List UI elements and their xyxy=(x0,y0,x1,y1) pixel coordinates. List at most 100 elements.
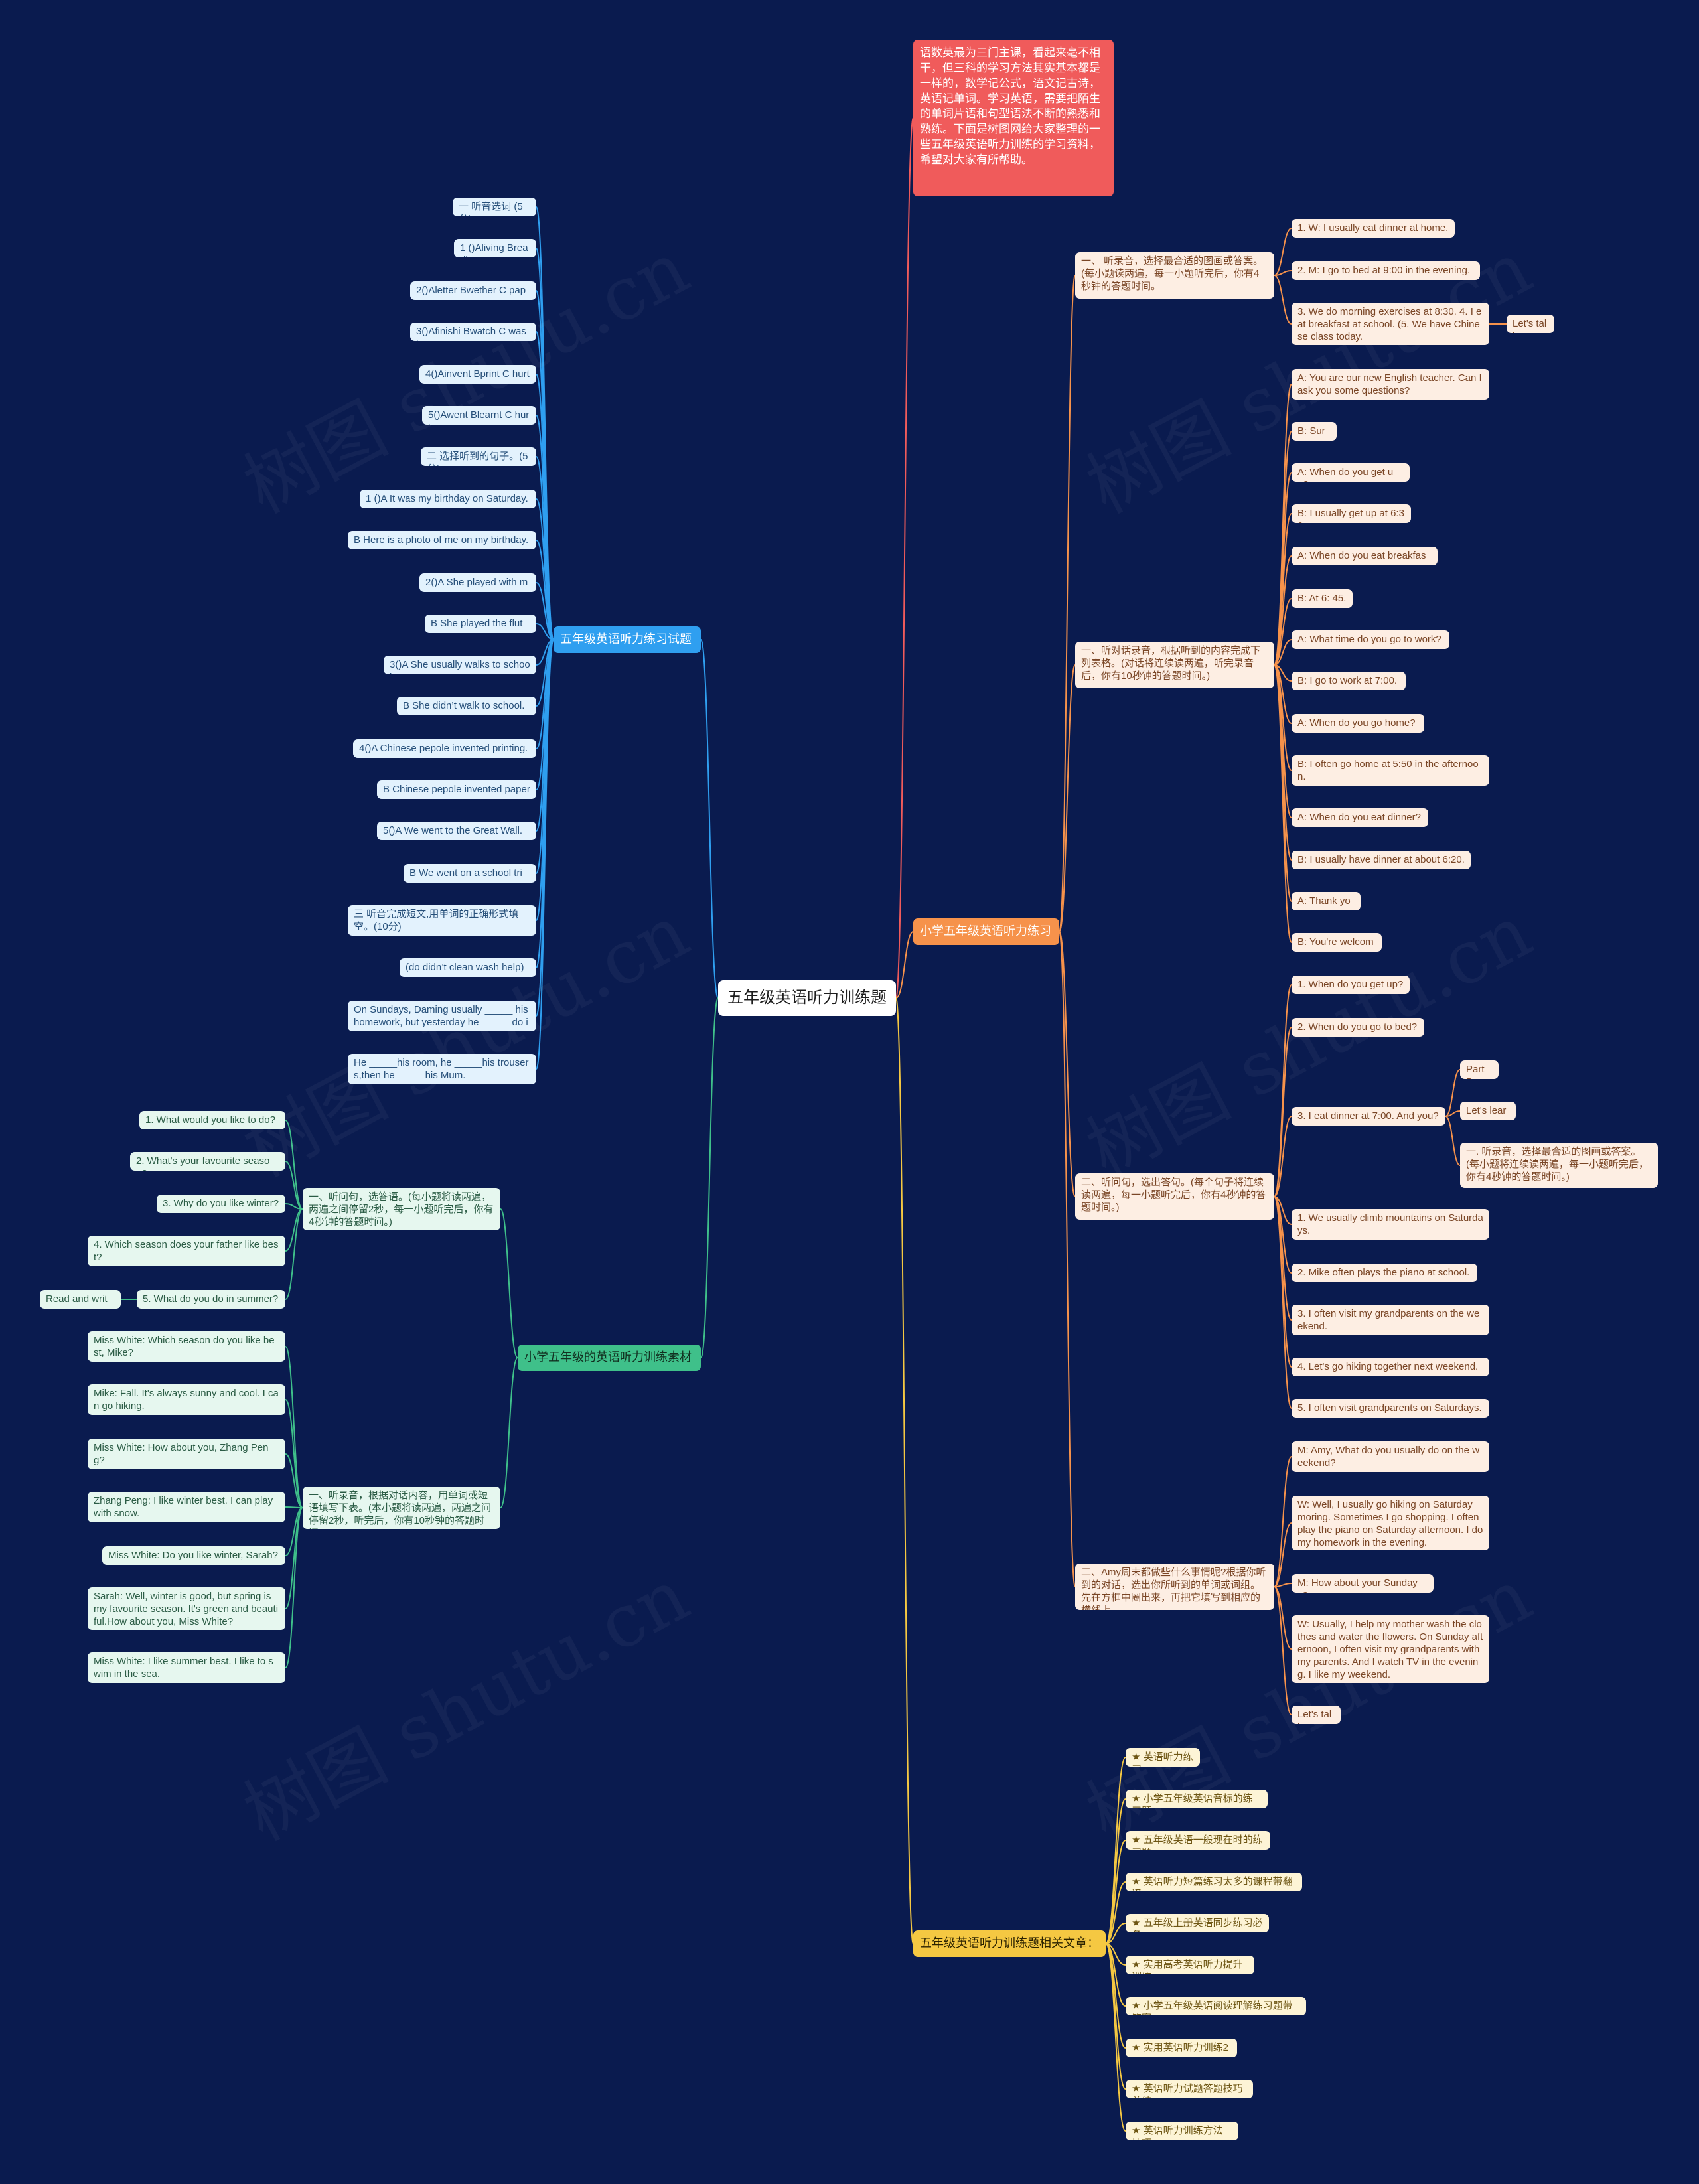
branch-related-articles[interactable]: 五年级英语听力训练题相关文章： xyxy=(913,1930,1106,1957)
exercise-question-item[interactable]: B Here is a photo of me on my birthday. xyxy=(348,531,536,549)
connector xyxy=(1445,1069,1461,1117)
practice-g4-item[interactable]: M: Amy, What do you usually do on the we… xyxy=(1292,1441,1489,1472)
practice-g2-item[interactable]: A: When do you go home? xyxy=(1292,714,1424,733)
practice-g2-item[interactable]: B: Sure. xyxy=(1292,422,1337,441)
practice-g1-item[interactable]: 2. M: I go to bed at 9:00 in the evening… xyxy=(1292,261,1480,280)
practice-g2-item[interactable]: A: When do you eat dinner? xyxy=(1292,808,1428,827)
practice-g3-item[interactable]: 1. We usually climb mountains on Saturda… xyxy=(1292,1209,1489,1240)
materials-g2-item[interactable]: Mike: Fall. It's always sunny and cool. … xyxy=(88,1384,285,1415)
materials-g1-item[interactable]: 3. Why do you like winter? xyxy=(157,1195,285,1213)
connector xyxy=(1274,275,1292,325)
exercise-question-item[interactable]: 1 ()Aliving Breading C paper xyxy=(454,239,536,257)
practice-g1-subitem[interactable]: Let's talk xyxy=(1507,315,1554,333)
materials-g1-item[interactable]: 4. Which season does your father like be… xyxy=(88,1236,285,1266)
exercise-question-item[interactable]: 4()Ainvent Bprint C hurt xyxy=(419,365,536,384)
related-article-link[interactable]: ★ 五年级英语一般现在时的练习题 xyxy=(1126,1831,1270,1850)
related-article-link[interactable]: ★ 实用高考英语听力提升训练 xyxy=(1126,1955,1254,1974)
related-article-link[interactable]: ★ 英语听力短篇练习太多的课程带翻译 xyxy=(1126,1872,1302,1891)
practice-g3-subitem[interactable]: Part B xyxy=(1460,1060,1499,1079)
exercise-question-item[interactable]: B She didn’t walk to school. xyxy=(397,697,536,715)
practice-group-1[interactable]: 一、 听录音，选择最合适的图画或答案。(每小题读两遍，每一小题听完后，你有4秒钟… xyxy=(1075,252,1274,299)
related-article-link[interactable]: ★ 小学五年级英语音标的练习题 xyxy=(1126,1789,1268,1808)
related-article-link[interactable]: ★ 五年级上册英语同步练习必备 xyxy=(1126,1914,1269,1932)
exercise-question-item[interactable]: 2()A She played with me xyxy=(419,573,536,592)
exercise-question-item[interactable]: On Sundays, Daming usually _____ his hom… xyxy=(348,1001,536,1031)
materials-group-2[interactable]: 一、听录音，根据对话内容，用单词或短语填写下表。(本小题将读两遍，两遍之间停留2… xyxy=(303,1487,500,1529)
practice-g2-item[interactable]: A: You are our new English teacher. Can … xyxy=(1292,369,1489,400)
intro-note[interactable]: 语数英最为三门主课，看起来毫不相干，但三科的学习方法其实基本都是一样的，数学记公… xyxy=(913,40,1114,196)
practice-g3-item[interactable]: 3. I eat dinner at 7:00. And you? xyxy=(1292,1107,1445,1126)
practice-g4-item[interactable]: Let's talk xyxy=(1292,1706,1341,1724)
materials-g1-item[interactable]: 1. What would you like to do? xyxy=(139,1111,285,1129)
practice-g2-item[interactable]: A: What time do you go to work? xyxy=(1292,630,1449,649)
practice-group-4[interactable]: 二、Amy周末都做些什么事情呢?根据你听到的对话，选出你所听到的单词或词组。先在… xyxy=(1075,1564,1274,1610)
practice-g3-item[interactable]: 1. When do you get up? xyxy=(1292,976,1410,994)
practice-g2-item[interactable]: B: I usually get up at 6:30. xyxy=(1292,504,1411,523)
materials-g2-item[interactable]: Sarah: Well, winter is good, but spring … xyxy=(88,1587,285,1630)
practice-g1-item[interactable]: 3. We do morning exercises at 8:30. 4. I… xyxy=(1292,303,1489,345)
connector xyxy=(285,1507,303,1668)
connector xyxy=(536,639,554,1070)
materials-group-1[interactable]: 一、听问句，选答语。(每小题将读两遍，两遍之间停留2秒，每一小题听完后，你有4秒… xyxy=(303,1188,500,1230)
practice-g2-item[interactable]: A: When do you eat breakfast? xyxy=(1292,547,1438,565)
materials-g1-subitem[interactable]: Read and write. xyxy=(40,1290,121,1309)
materials-g2-item[interactable]: Miss White: Which season do you like bes… xyxy=(88,1331,285,1362)
exercise-question-item[interactable]: B We went on a school trip. xyxy=(404,864,536,883)
connector xyxy=(1274,984,1292,1197)
practice-g3-subitem[interactable]: 一. 听录音，选择最合适的图画或答案。(每小题将连续读两遍，每一小题听完后，你有… xyxy=(1460,1143,1658,1188)
exercise-question-item[interactable]: B She played the flute. xyxy=(425,615,536,633)
practice-g4-item[interactable]: M: How about your Sundays? xyxy=(1292,1574,1434,1593)
practice-g2-item[interactable]: B: I go to work at 7:00. xyxy=(1292,672,1406,690)
materials-g2-item[interactable]: Miss White: Do you like winter, Sarah? xyxy=(102,1546,285,1565)
branch-materials[interactable]: 小学五年级的英语听力训练素材 xyxy=(518,1345,701,1371)
exercise-question-item[interactable]: 三 听音完成短文,用单词的正确形式填空。(10分) xyxy=(348,905,536,936)
materials-g1-item[interactable]: 2. What's your favourite season? xyxy=(130,1152,285,1171)
practice-g2-item[interactable]: A: Thank you. xyxy=(1292,892,1361,910)
exercise-question-item[interactable]: 5()A We went to the Great Wall. xyxy=(377,822,536,840)
exercise-question-item[interactable]: He _____his room, he _____his trousers,t… xyxy=(348,1054,536,1084)
practice-g2-item[interactable]: B: At 6: 45. xyxy=(1292,589,1353,608)
related-article-link[interactable]: ★ 英语听力试题答题技巧总结 xyxy=(1126,2080,1253,2098)
exercise-question-item[interactable]: 4()A Chinese pepole invented printing. xyxy=(353,739,536,758)
practice-g3-item[interactable]: 4. Let's go hiking together next weekend… xyxy=(1292,1358,1489,1376)
connector xyxy=(285,1120,303,1210)
branch-exercise-questions[interactable]: 五年级英语听力练习试题 xyxy=(554,626,701,653)
exercise-question-item[interactable]: B Chinese pepole invented paper xyxy=(377,780,536,799)
related-article-link[interactable]: ★ 小学五年级英语阅读理解练习题带答案 xyxy=(1126,1997,1306,2015)
practice-g3-item[interactable]: 2. When do you go to bed? xyxy=(1292,1018,1424,1037)
practice-g1-item[interactable]: 1. W: I usually eat dinner at home. xyxy=(1292,219,1455,238)
materials-g2-item[interactable]: Zhang Peng: I like winter best. I can pl… xyxy=(88,1492,285,1522)
branch-practice[interactable]: 小学五年级英语听力练习 xyxy=(913,918,1059,945)
practice-g4-item[interactable]: W: Well, I usually go hiking on Saturday… xyxy=(1292,1496,1489,1550)
related-article-link[interactable]: ★ 英语听力训练方法技巧 xyxy=(1126,2121,1238,2140)
connector xyxy=(285,1453,303,1508)
related-article-link[interactable]: ★ 实用英语听力训练2021 xyxy=(1126,2038,1237,2057)
connector xyxy=(1274,1116,1292,1197)
practice-group-2[interactable]: 一、听对话录音，根据听到的内容完成下列表格。(对话将连续读两遍，听完录音后，你有… xyxy=(1075,642,1274,688)
practice-g3-item[interactable]: 3. I often visit my grandparents on the … xyxy=(1292,1305,1489,1335)
materials-g2-item[interactable]: Miss White: How about you, Zhang Peng? xyxy=(88,1439,285,1469)
practice-g3-item[interactable]: 2. Mike often plays the piano at school. xyxy=(1292,1264,1477,1282)
practice-g3-subitem[interactable]: Let's learn xyxy=(1460,1102,1516,1120)
connector xyxy=(285,1208,303,1300)
exercise-question-item[interactable]: 二 选择听到的句子。(5分) xyxy=(421,447,536,466)
practice-g4-item[interactable]: W: Usually, I help my mother wash the cl… xyxy=(1292,1615,1489,1683)
exercise-question-item[interactable]: 5()Awent Blearnt C hurt xyxy=(422,406,536,425)
exercise-question-item[interactable]: 3()A She usually walks to school xyxy=(384,656,536,674)
exercise-question-item[interactable]: 1 ()A It was my birthday on Saturday. xyxy=(360,490,536,508)
practice-g2-item[interactable]: B: I often go home at 5:50 in the aftern… xyxy=(1292,755,1489,786)
practice-g2-item[interactable]: B: You're welcome. xyxy=(1292,933,1382,952)
practice-g2-item[interactable]: A: When do you get up? xyxy=(1292,463,1410,482)
materials-g1-item[interactable]: 5. What do you do in summer? xyxy=(137,1290,285,1309)
practice-g2-item[interactable]: B: I usually have dinner at about 6:20. xyxy=(1292,851,1471,869)
exercise-question-item[interactable]: 3()Afinishi Bwatch C wash xyxy=(410,323,536,341)
practice-g3-item[interactable]: 5. I often visit grandparents on Saturda… xyxy=(1292,1399,1489,1418)
materials-g2-item[interactable]: Miss White: I like summer best. I like t… xyxy=(88,1652,285,1683)
related-article-link[interactable]: ★ 英语听力练习 xyxy=(1126,1748,1200,1767)
exercise-question-item[interactable]: 一 听音选词 (5分) xyxy=(453,198,536,216)
exercise-question-item[interactable]: (do didn’t clean wash help) xyxy=(400,958,536,977)
exercise-question-item[interactable]: 2()Aletter Bwether C paper xyxy=(410,281,536,300)
practice-group-3[interactable]: 二、听问句，选出答句。(每个句子将连续读两遍，每一小题听完后，你有4秒钟的答题时… xyxy=(1075,1173,1274,1220)
connector xyxy=(700,639,719,999)
root-topic[interactable]: 五年级英语听力训练题 xyxy=(718,980,896,1016)
